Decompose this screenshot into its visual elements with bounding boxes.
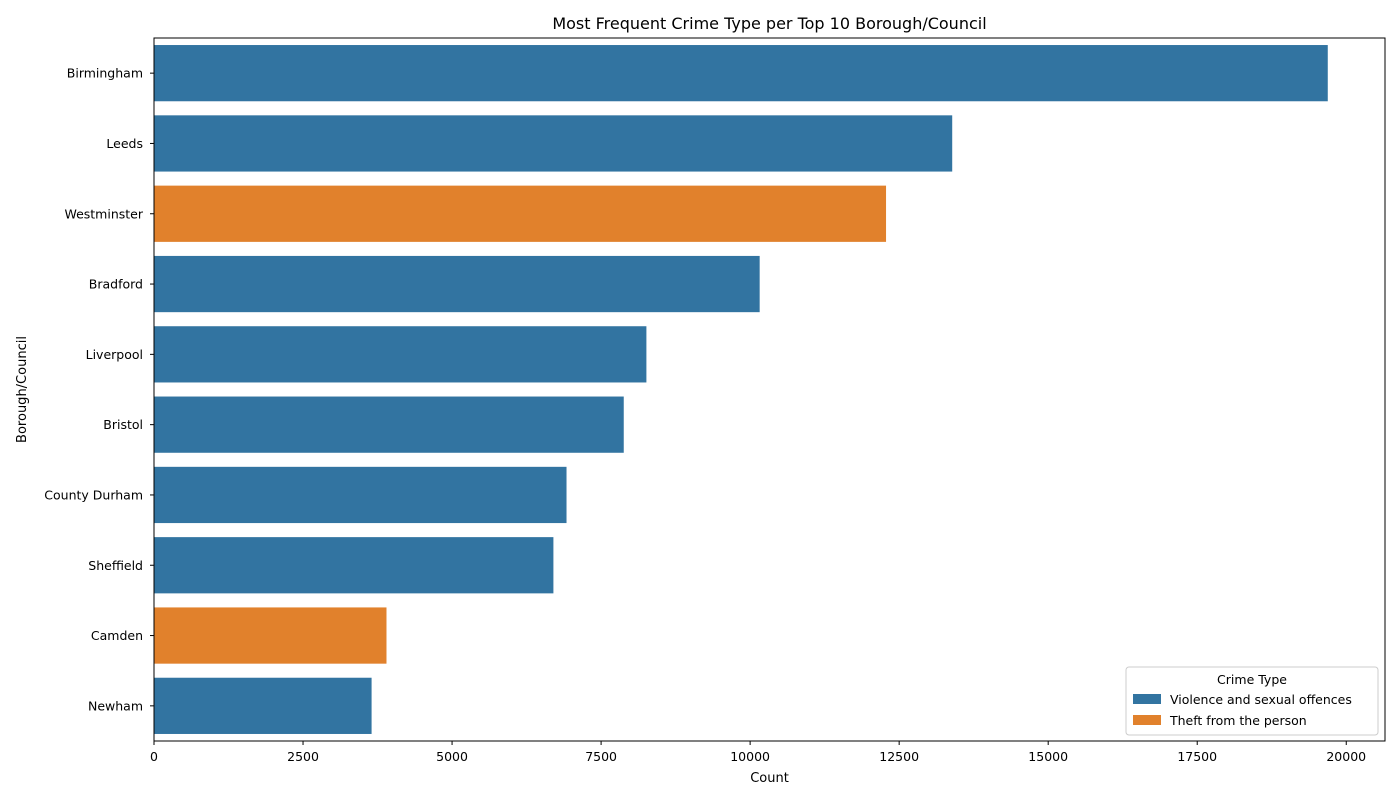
bar-newham (154, 677, 372, 734)
y-tick-label-newham: Newham (88, 698, 143, 713)
y-tick-label-westminster: Westminster (64, 206, 143, 221)
x-tick-label-7500: 7500 (585, 749, 617, 764)
bar-westminster (154, 185, 887, 242)
bar-birmingham (154, 45, 1328, 102)
y-tick-label-bradford: Bradford (89, 277, 143, 292)
x-tick-label-17500: 17500 (1177, 749, 1217, 764)
y-tick-label-bristol: Bristol (103, 417, 143, 432)
y-tick-label-county-durham: County Durham (44, 487, 143, 502)
bar-sheffield (154, 537, 554, 594)
x-tick-label-0: 0 (150, 749, 158, 764)
legend: Crime Type Violence and sexual offences … (1125, 666, 1379, 736)
y-tick-label-sheffield: Sheffield (88, 558, 143, 573)
x-axis-label: Count (750, 771, 789, 786)
y-axis-ticks: Birmingham Leeds Westminster Bradford Liverp… (44, 66, 154, 713)
x-tick-label-15000: 15000 (1028, 749, 1068, 764)
bar-liverpool (154, 326, 647, 383)
legend-box (1125, 666, 1379, 736)
y-tick-label-leeds: Leeds (106, 136, 143, 151)
y-axis-label: Borough/Council (15, 336, 30, 443)
legend-title: Crime Type (1217, 672, 1287, 687)
x-axis-ticks: 0 2500 5000 7500 10000 12500 15000 17500 20000 (150, 741, 1366, 764)
x-tick-label-12500: 12500 (879, 749, 919, 764)
chart-title: Most Frequent Crime Type per Top 10 Boro… (552, 14, 986, 33)
y-tick-label-birmingham: Birmingham (67, 66, 143, 81)
legend-swatch-theft (1133, 715, 1161, 725)
legend-label-violence: Violence and sexual offences (1170, 692, 1352, 707)
y-tick-label-camden: Camden (91, 628, 143, 643)
y-tick-label-liverpool: Liverpool (86, 347, 143, 362)
bars-group (154, 45, 1328, 734)
bar-bradford (154, 255, 760, 313)
bar-bristol (154, 396, 624, 453)
legend-swatch-violence (1133, 694, 1161, 704)
bar-camden (154, 607, 387, 664)
x-tick-label-5000: 5000 (436, 749, 468, 764)
bar-county-durham (154, 466, 567, 524)
x-tick-label-2500: 2500 (287, 749, 319, 764)
x-tick-label-20000: 20000 (1326, 749, 1366, 764)
x-tick-label-10000: 10000 (730, 749, 770, 764)
plot-frame (153, 37, 1386, 742)
legend-label-theft: Theft from the person (1169, 713, 1307, 728)
bar-leeds (154, 115, 953, 172)
